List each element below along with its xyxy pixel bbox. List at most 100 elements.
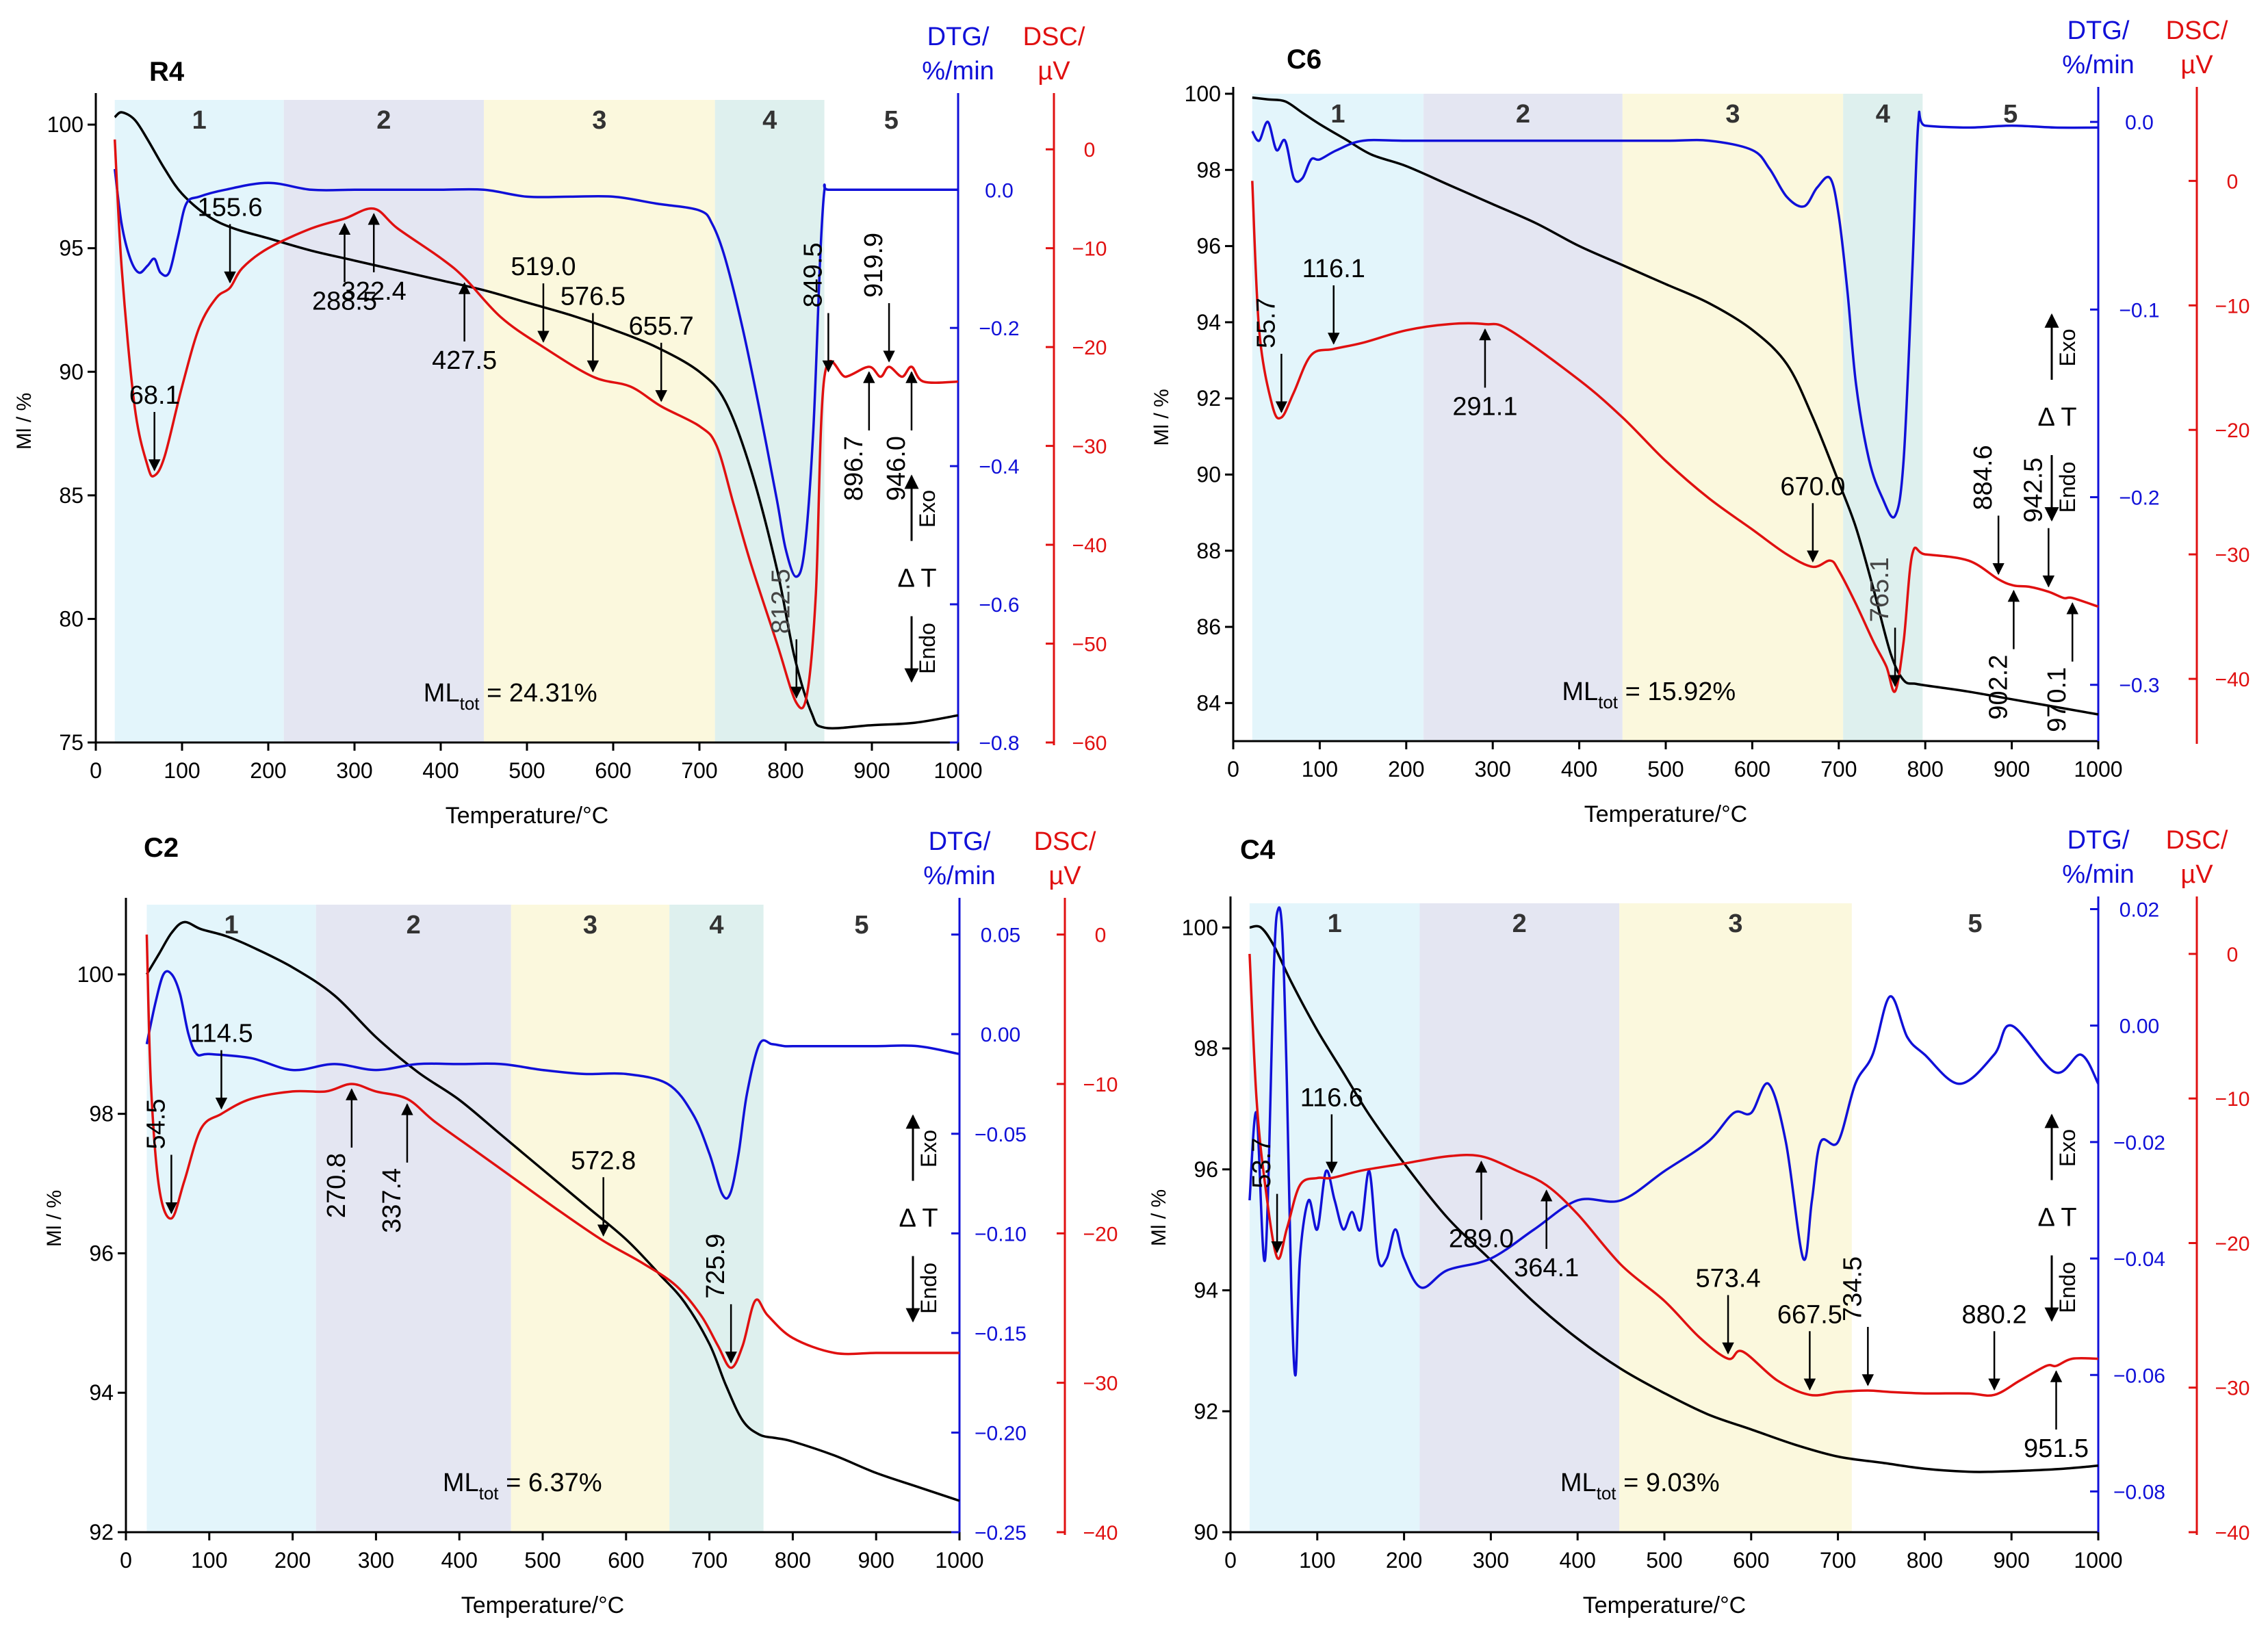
stage-region (1249, 903, 1420, 1532)
delta-t-label: Δ T (899, 1204, 938, 1233)
x-tick-label: 700 (1820, 1548, 1856, 1573)
series-tg-line (1249, 925, 2099, 1473)
peak-label: 734.5 (1838, 1256, 1867, 1321)
x-tick-label: 200 (1386, 1548, 1422, 1573)
dsc-axis-unit: µV (1038, 57, 1070, 86)
stage-label: 1 (192, 106, 207, 135)
exo-endo-indicator: Δ T Exo Endo (897, 474, 940, 683)
dsc-tick-label: 0 (2227, 944, 2239, 966)
peak-label: 670.0 (1780, 472, 1845, 501)
series-tg-line (1252, 96, 2099, 716)
peak-label: 573.4 (1696, 1264, 1761, 1293)
panel-title: C6 (1287, 44, 1322, 75)
exo-endo-indicator: Δ T Exo Endo (2037, 313, 2080, 522)
peak-label: 884.6 (1969, 445, 1998, 510)
dtg-axis-title: DTG/ (927, 23, 990, 51)
stage-region (1922, 94, 2098, 741)
x-tick-label: 1000 (2074, 1548, 2122, 1573)
ml-total-label: MLtot = 6.37% (443, 1469, 602, 1503)
peak-label: 289.0 (1449, 1225, 1514, 1254)
stage-region (714, 100, 825, 742)
dsc-tick-label: −60 (1072, 732, 1107, 755)
dsc-axis-title: DSC/ (2166, 826, 2228, 855)
dtg-tick-label: −0.2 (2119, 487, 2159, 510)
ml-tick-label: 98 (1196, 157, 1221, 182)
peak-label: 765.1 (1866, 557, 1894, 622)
stage-region (1419, 903, 1620, 1532)
x-tick-label: 800 (767, 758, 803, 783)
x-tick-label: 200 (274, 1548, 311, 1573)
x-tick-label: 100 (191, 1548, 227, 1573)
stage-label: 2 (407, 911, 421, 940)
dsc-axis-unit: µV (1048, 862, 1081, 890)
peak-label: 53.7 (1248, 1138, 1276, 1189)
dsc-tick-label: 0 (1095, 925, 1107, 947)
ml-total-subscript: tot (1598, 692, 1619, 712)
stage-label: 1 (1328, 909, 1342, 938)
stage-label: 3 (583, 911, 597, 940)
x-tick-label: 500 (1647, 757, 1684, 781)
x-tick-label: 600 (1734, 757, 1770, 781)
series-dtg-line (1251, 110, 2099, 519)
dtg-axis-unit: %/min (2062, 860, 2135, 889)
x-tick-label: 700 (691, 1548, 727, 1573)
ml-tick-label: 100 (77, 962, 114, 987)
peak-label: 880.2 (1962, 1300, 2027, 1329)
stage-label: 5 (2003, 100, 2018, 129)
dsc-tick-label: −40 (2215, 1522, 2250, 1545)
x-tick-label: 900 (853, 758, 890, 783)
x-tick-label: 1000 (935, 1548, 983, 1573)
ml-total-subscript: tot (460, 693, 480, 714)
dtg-tick-label: 0.02 (2119, 899, 2159, 922)
x-tick-label: 400 (441, 1548, 478, 1573)
ml-total-value: = 15.92% (1618, 677, 1736, 706)
peak-label: 54.5 (142, 1099, 170, 1150)
dtg-tick-label: −0.4 (979, 456, 1019, 478)
peak-label: 572.8 (571, 1146, 636, 1175)
stage-label: 1 (224, 911, 239, 940)
ml-tick-label: 86 (1196, 615, 1221, 639)
x-tick-label: 700 (1820, 757, 1857, 781)
peak-label: 68.1 (129, 381, 180, 410)
dtg-tick-label: 0.0 (985, 179, 1014, 202)
ml-total-subscript: tot (479, 1483, 500, 1503)
ml-total-prefix: ML (424, 679, 460, 708)
peak-label: 322.4 (342, 277, 407, 306)
stage-label: 5 (854, 911, 868, 940)
stage-label: 2 (1512, 909, 1527, 938)
dsc-tick-label: −30 (2215, 1378, 2250, 1400)
x-tick-label: 300 (358, 1548, 394, 1573)
dtg-tick-label: −0.10 (975, 1223, 1027, 1245)
delta-t-label: Δ T (2037, 1204, 2076, 1232)
ml-tick-label: 94 (1196, 310, 1221, 335)
panel-title: C4 (1240, 835, 1276, 865)
ml-tick-label: 90 (1194, 1520, 1218, 1545)
peak-label: 942.5 (2019, 458, 2048, 523)
dsc-tick-label: −10 (1083, 1074, 1118, 1096)
x-tick-label: 500 (524, 1548, 560, 1573)
peak-label: 114.5 (190, 1020, 253, 1048)
stage-label: 5 (1968, 909, 1982, 938)
x-tick-label: 100 (1299, 1548, 1335, 1573)
peak-label: 364.1 (1514, 1254, 1579, 1282)
stage-label: 2 (376, 106, 391, 135)
series-dsc-line (113, 139, 959, 710)
x-tick-label: 300 (1473, 1548, 1509, 1573)
x-tick-label: 1000 (2074, 757, 2122, 781)
x-tick-label: 1000 (933, 758, 982, 783)
series-dsc-line (145, 934, 959, 1369)
dtg-tick-label: −0.02 (2113, 1132, 2165, 1154)
peak-label: 55.7 (1252, 298, 1280, 348)
x-tick-label: 100 (164, 758, 200, 783)
series-dsc-line (1251, 181, 2099, 693)
exo-label: Exo (2055, 1129, 2080, 1167)
ml-tick-label: 85 (59, 483, 83, 508)
peak-label: 970.1 (2043, 667, 2072, 732)
x-tick-label: 0 (90, 758, 102, 783)
dsc-tick-label: −40 (2215, 669, 2250, 691)
dtg-tick-label: 0.0 (2125, 112, 2154, 134)
stage-label: 3 (592, 106, 606, 135)
ml-tick-label: 96 (1196, 234, 1221, 259)
dsc-tick-label: −10 (2215, 295, 2250, 318)
x-tick-label: 400 (1561, 757, 1597, 781)
